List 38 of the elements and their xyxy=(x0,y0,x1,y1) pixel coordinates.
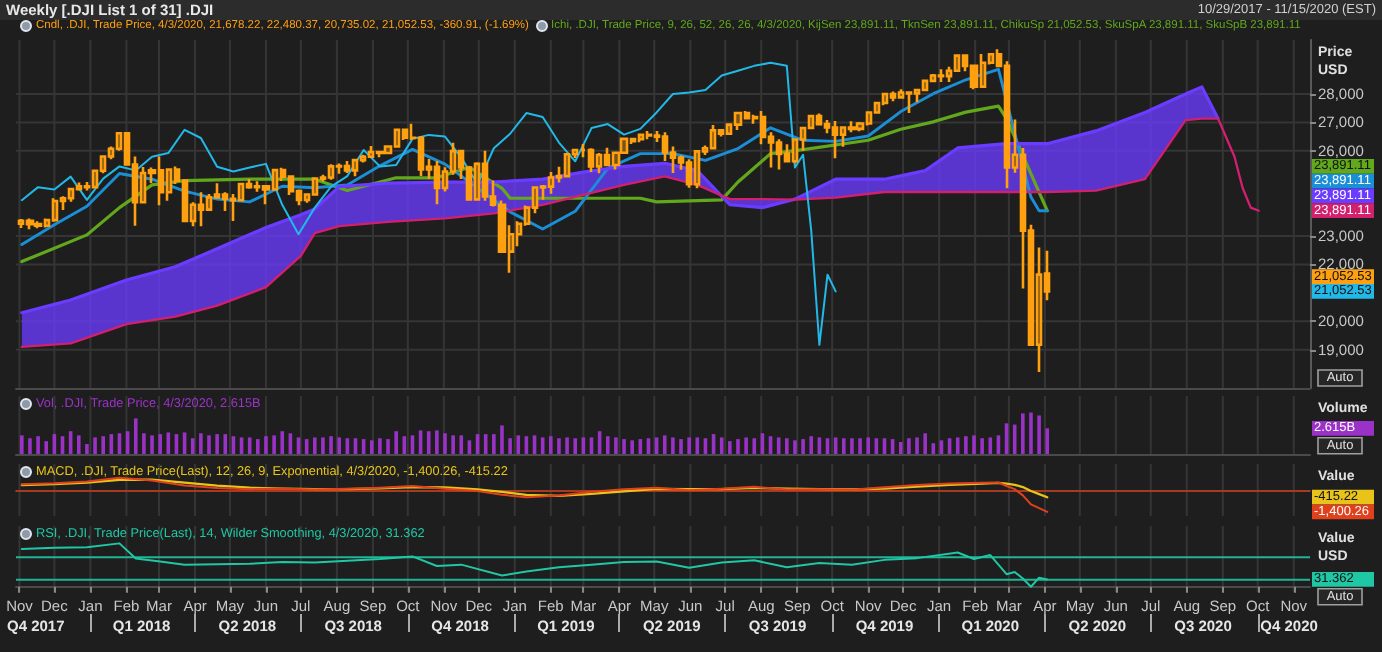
candlestick xyxy=(905,90,913,115)
candlestick xyxy=(881,92,889,107)
candlestick xyxy=(221,190,229,213)
candlestick xyxy=(637,132,645,144)
candlestick xyxy=(929,72,937,83)
candlestick xyxy=(783,142,791,163)
candlestick xyxy=(433,159,441,206)
candlestick xyxy=(645,129,653,141)
candlestick xyxy=(815,112,823,127)
line-series xyxy=(20,61,837,346)
candlestick xyxy=(937,67,945,84)
candlestick xyxy=(831,119,839,160)
candlestick xyxy=(33,219,43,230)
candlestick xyxy=(351,158,359,178)
candlestick xyxy=(335,162,343,176)
line-series xyxy=(20,67,1049,246)
candlestick xyxy=(375,149,385,159)
candlestick xyxy=(67,186,75,203)
candlestick xyxy=(401,127,409,142)
candlestick xyxy=(775,137,783,171)
candlestick xyxy=(587,146,595,174)
candlestick xyxy=(481,149,489,203)
candlestick xyxy=(709,123,717,151)
candlestick xyxy=(287,174,295,197)
candlestick xyxy=(733,111,743,132)
candlestick xyxy=(595,151,603,175)
candlestick xyxy=(693,149,701,190)
candlestick xyxy=(327,162,335,182)
line-series xyxy=(20,104,1049,264)
candlestick xyxy=(685,158,693,190)
candlestick xyxy=(25,217,35,231)
candlestick xyxy=(51,196,59,224)
candlestick xyxy=(197,190,205,228)
candlestick xyxy=(563,152,571,179)
candlestick xyxy=(311,176,319,197)
candlestick xyxy=(343,159,351,175)
candlestick xyxy=(547,170,555,195)
candlestick xyxy=(889,90,897,103)
